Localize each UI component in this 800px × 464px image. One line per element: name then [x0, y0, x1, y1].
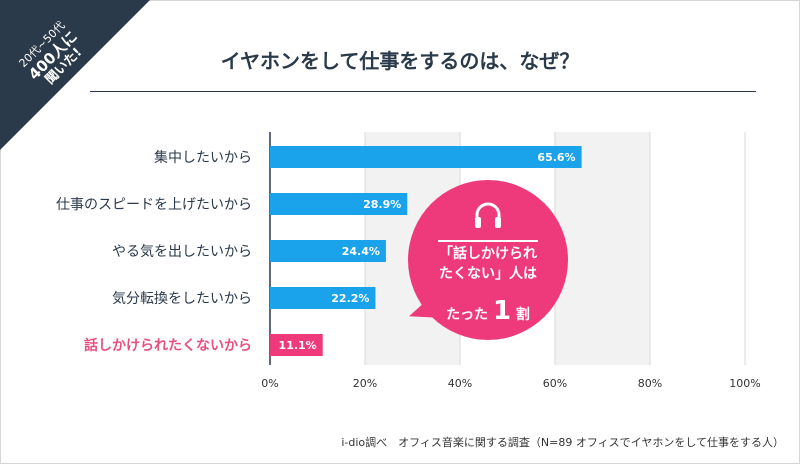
- callout-bubble: 「話しかけられ たくない」人は たった 1 割: [404, 180, 568, 340]
- bar-value-label: 65.6%: [537, 151, 575, 164]
- chart-title: イヤホンをして仕事をするのは、なぜ？: [220, 49, 580, 73]
- source-note: i-dio調べ オフィス音楽に関する調査（N=89 オフィスでイヤホンをして仕事…: [341, 436, 784, 449]
- x-tick-label: 80%: [638, 377, 662, 390]
- bar-value-label: 24.4%: [342, 245, 380, 258]
- title-divider: [90, 91, 756, 92]
- category-label: 仕事のスピードを上げたいから: [56, 197, 252, 213]
- corner-badge: 20代~50代 400人に 聞いた!: [0, 0, 160, 160]
- x-tick-label: 100%: [729, 377, 760, 390]
- bar: [270, 146, 582, 168]
- corner-badge-background: [0, 0, 150, 150]
- callout-line1: 「話しかけられ: [439, 246, 537, 262]
- callout-separator: [438, 240, 538, 242]
- bar-value-label: 22.2%: [331, 292, 369, 305]
- bar: [270, 287, 376, 309]
- category-label: 集中したいから: [154, 149, 252, 166]
- bar: [270, 193, 408, 215]
- grid-band: [555, 132, 650, 365]
- x-tick-label: 20%: [353, 377, 377, 390]
- bar-value-label: 11.1%: [279, 339, 317, 352]
- headphones-icon: [475, 202, 501, 228]
- bar: [270, 240, 386, 262]
- callout-prefix: たった: [446, 307, 489, 323]
- category-label: やる気を出したいから: [112, 244, 252, 260]
- callout-number: 1: [492, 296, 512, 326]
- bar-value-label: 28.9%: [363, 198, 401, 211]
- bar: [270, 334, 323, 356]
- x-tick-label: 0%: [261, 377, 278, 390]
- x-tick-label: 40%: [448, 377, 472, 390]
- callout-suffix: 割: [515, 307, 530, 323]
- category-label: 話しかけられたくないから: [84, 337, 252, 354]
- category-label: 気分転換をしたいから: [112, 291, 252, 307]
- callout-line2: たくない」人は: [439, 266, 537, 282]
- callout-line3: たった 1 割: [408, 296, 568, 326]
- x-tick-label: 60%: [543, 377, 567, 390]
